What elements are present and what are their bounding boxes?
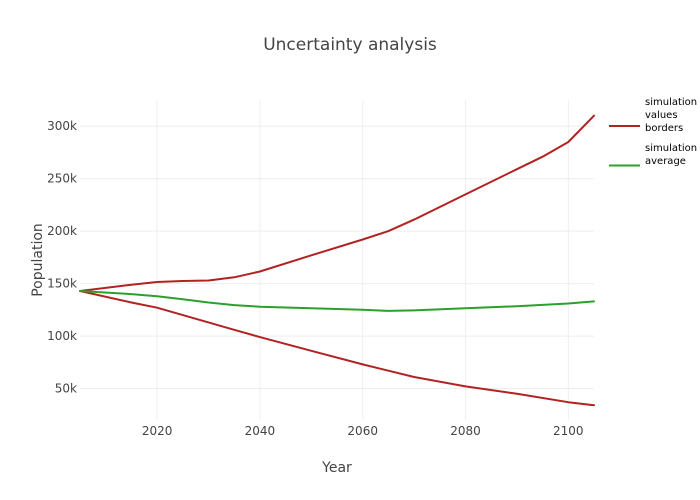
series-line-3	[79, 290, 595, 312]
x-tick-label: 2020	[142, 424, 173, 438]
series-line-2	[79, 290, 595, 407]
series-line-1	[79, 114, 595, 292]
y-tick-label: 100k	[47, 329, 77, 343]
y-tick-label: 300k	[47, 119, 77, 133]
x-tick-label: 2100	[553, 424, 584, 438]
y-tick-label: 250k	[47, 172, 77, 186]
legend-item-1[interactable]: simulation values borders	[609, 97, 697, 134]
legend[interactable]: simulation values borders simulation average	[609, 97, 697, 167]
x-tick-label: 2080	[450, 424, 481, 438]
x-tick-label: 2040	[245, 424, 276, 438]
legend-label: simulation	[645, 143, 697, 154]
chart-title: Uncertainty analysis	[263, 35, 437, 55]
y-tick-label: 200k	[47, 224, 77, 238]
y-tick-label: 50k	[55, 382, 77, 396]
y-axis-ticks: 50k 100k 150k 200k 250k 300k	[47, 119, 77, 395]
legend-label: values	[645, 110, 678, 121]
x-axis-ticks: 2020 2040 2060 2080 2100	[142, 424, 584, 438]
x-axis-title: Year	[321, 460, 352, 476]
legend-label: borders	[645, 123, 683, 134]
x-tick-label: 2060	[347, 424, 378, 438]
legend-label: simulation	[645, 97, 697, 108]
y-tick-label: 150k	[47, 277, 77, 291]
y-axis-title: Population	[30, 223, 46, 297]
legend-item-2[interactable]: simulation average	[609, 143, 697, 167]
legend-label: average	[645, 156, 686, 167]
series-layer	[79, 114, 595, 407]
grid-lines	[80, 100, 594, 420]
